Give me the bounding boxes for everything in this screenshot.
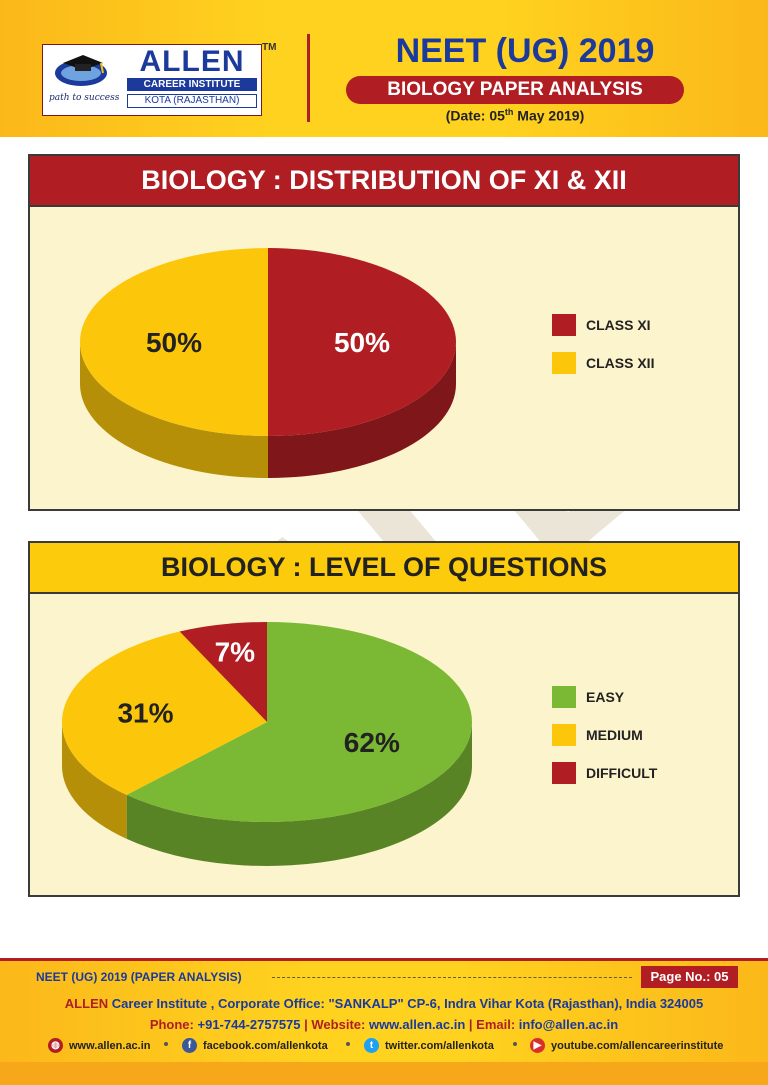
- data-label-difficult: 7%: [215, 637, 256, 668]
- pie-slice-class-xii: [80, 248, 268, 436]
- trademark-mark: TM: [262, 42, 277, 53]
- footer-social-links: ◍ www.allen.ac.in f facebook.com/allenko…: [0, 1038, 768, 1058]
- legend-swatch-easy: [552, 686, 576, 708]
- level-chart-title: BIOLOGY : LEVEL OF QUESTIONS: [30, 543, 738, 594]
- pie-side-medium: [62, 722, 127, 839]
- footer-contact: Phone: +91-744-2757575 | Website: www.al…: [149, 1017, 619, 1032]
- website-label: Website:: [311, 1017, 366, 1032]
- distribution-panel: BIOLOGY : DISTRIBUTION OF XI & XII 50% 50…: [28, 154, 740, 511]
- pie-slice-easy: [126, 622, 472, 822]
- distribution-chart-title: BIOLOGY : DISTRIBUTION OF XI & XII: [30, 156, 738, 207]
- logo-name: ALLEN: [127, 47, 257, 77]
- phone-value: +91-744-2757575: [197, 1017, 301, 1032]
- legend-label-class-xi: CLASS XI: [586, 317, 651, 333]
- legend-label-medium: MEDIUM: [586, 727, 643, 743]
- graduation-cap-icon: [55, 55, 107, 86]
- youtube-footer-link[interactable]: ▶ youtube.com/allencareerinstitute: [530, 1038, 723, 1053]
- footer-bottom-band: [0, 1062, 768, 1085]
- website-footer-text: www.allen.ac.in: [69, 1039, 151, 1052]
- footer-bullet: [513, 1042, 517, 1046]
- facebook-footer-text: facebook.com/allenkota: [203, 1039, 328, 1052]
- facebook-footer-link[interactable]: f facebook.com/allenkota: [182, 1038, 328, 1053]
- footer-brand: ALLEN: [64, 996, 109, 1011]
- data-label-medium: 31%: [117, 698, 173, 729]
- allen-logo: path to success ALLEN CAREER INSTITUTE K…: [42, 44, 262, 116]
- logo-location: KOTA (RAJASTHAN): [127, 94, 257, 108]
- date-prefix: (Date: 05: [445, 107, 505, 124]
- pie-slice-class-xi: [268, 248, 456, 436]
- footer-paper-label: NEET (UG) 2019 (PAPER ANALYSIS): [36, 970, 242, 984]
- level-panel: BIOLOGY : LEVEL OF QUESTIONS 62% 31% 7% EAS…: [28, 541, 740, 897]
- twitter-footer-link[interactable]: t twitter.com/allenkota: [364, 1038, 494, 1053]
- date-suffix-sup: th: [504, 107, 514, 117]
- facebook-icon: f: [182, 1038, 197, 1053]
- header-divider: [307, 34, 310, 122]
- legend-label-class-xii: CLASS XII: [586, 355, 654, 371]
- legend-swatch-medium: [552, 724, 576, 746]
- youtube-footer-text: youtube.com/allencareerinstitute: [551, 1039, 724, 1052]
- phone-label: Phone:: [149, 1017, 194, 1032]
- page-subtitle: BIOLOGY PAPER ANALYSIS: [346, 76, 684, 104]
- pie-side-class-xi: [268, 342, 456, 478]
- data-label-class-xi: 50%: [334, 327, 390, 358]
- legend-swatch-class-xii: [552, 352, 576, 374]
- date-suffix: May 2019): [513, 107, 585, 124]
- footer-top-rule: [0, 958, 768, 961]
- youtube-icon: ▶: [530, 1038, 545, 1053]
- email-label: Email:: [476, 1017, 516, 1032]
- website-link[interactable]: www.allen.ac.in: [368, 1017, 466, 1032]
- data-label-class-xii: 50%: [146, 327, 202, 358]
- logo-tagline: path to success: [49, 93, 120, 103]
- globe-icon: ◍: [48, 1038, 63, 1053]
- pie-slice-medium: [62, 631, 267, 795]
- twitter-icon: t: [364, 1038, 379, 1053]
- page-number-badge: Page No.: 05: [641, 966, 738, 988]
- level-pie-chart: 62% 31% 7% EASY MEDIUM DIFFICULT: [62, 622, 658, 866]
- legend-label-difficult: DIFFICULT: [586, 765, 658, 781]
- twitter-footer-text: twitter.com/allenkota: [385, 1039, 494, 1052]
- logo-subtitle: CAREER INSTITUTE: [127, 78, 257, 91]
- legend-swatch-difficult: [552, 762, 576, 784]
- pie-side-class-xii: [80, 342, 268, 478]
- footer-address: ALLEN Career Institute , Corporate Offic…: [0, 996, 768, 1011]
- legend-label-easy: EASY: [586, 689, 625, 705]
- email-link[interactable]: info@allen.ac.in: [518, 1017, 619, 1032]
- footer-bullet: [346, 1042, 350, 1046]
- pie-slice-difficult: [179, 622, 267, 722]
- footer-bullet: [164, 1042, 168, 1046]
- pie-side-easy: [126, 722, 472, 866]
- data-label-easy: 62%: [344, 727, 400, 758]
- legend-swatch-class-xi: [552, 314, 576, 336]
- website-footer-link[interactable]: ◍ www.allen.ac.in: [48, 1038, 151, 1053]
- paper-date: (Date: 05th May 2019): [346, 107, 684, 124]
- footer-dashed-divider: [272, 977, 632, 978]
- footer-address-text: Career Institute , Corporate Office: "SA…: [108, 996, 704, 1011]
- distribution-pie-chart: 50% 50% CLASS XI CLASS XII: [80, 248, 654, 478]
- page-title: NEET (UG) 2019: [395, 32, 655, 70]
